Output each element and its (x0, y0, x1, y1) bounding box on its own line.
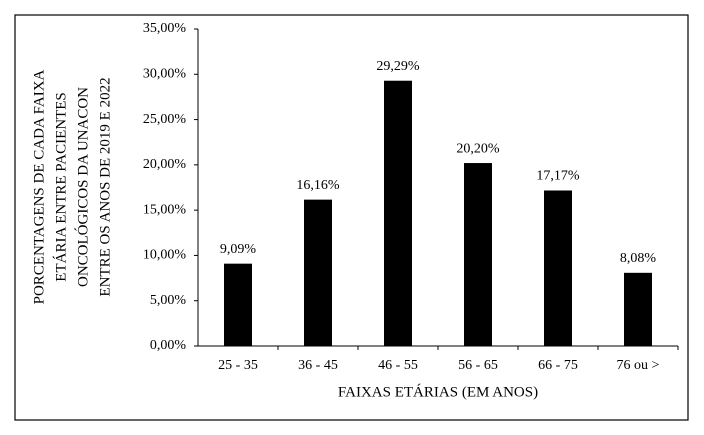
y-tick-label: 20,00% (143, 157, 187, 172)
bar (544, 190, 572, 346)
chart-border (14, 14, 689, 421)
y-tick-label: 15,00% (143, 202, 187, 217)
x-tick-label: 25 - 35 (218, 358, 258, 373)
bar (464, 163, 492, 346)
value-label: 17,17% (536, 169, 580, 184)
value-label: 16,16% (296, 178, 340, 193)
x-tick-label: 76 ou > (617, 358, 660, 373)
x-tick-label: 56 - 65 (458, 358, 498, 373)
value-label: 8,08% (620, 251, 657, 266)
bar (224, 263, 252, 346)
bar (304, 199, 332, 346)
bar (384, 80, 412, 347)
y-tick-label: 35,00% (143, 21, 187, 36)
bar (624, 272, 652, 346)
value-label: 20,20% (456, 141, 500, 156)
y-tick-label: 0,00% (150, 338, 187, 353)
value-label: 29,29% (376, 59, 420, 74)
y-axis-title: ONCOLÓGICOS DA UNACON (74, 87, 91, 287)
y-tick-label: 10,00% (143, 248, 187, 263)
value-label: 9,09% (220, 242, 257, 257)
x-tick-label: 66 - 75 (538, 358, 578, 373)
y-tick-label: 25,00% (143, 112, 187, 127)
y-axis-title: PORCENTAGENS DE CADA FAIXA (31, 69, 47, 304)
x-tick-label: 46 - 55 (378, 358, 418, 373)
y-axis-title: ENTRE OS ANOS DE 2019 E 2022 (97, 77, 113, 296)
y-axis-title: ETÁRIA ENTRE PACIENTES (52, 92, 69, 281)
y-tick-label: 30,00% (143, 67, 187, 82)
y-tick-label: 5,00% (150, 293, 187, 308)
x-axis-title: FAIXAS ETÁRIAS (EM ANOS) (338, 383, 538, 400)
x-tick-label: 36 - 45 (298, 358, 338, 373)
